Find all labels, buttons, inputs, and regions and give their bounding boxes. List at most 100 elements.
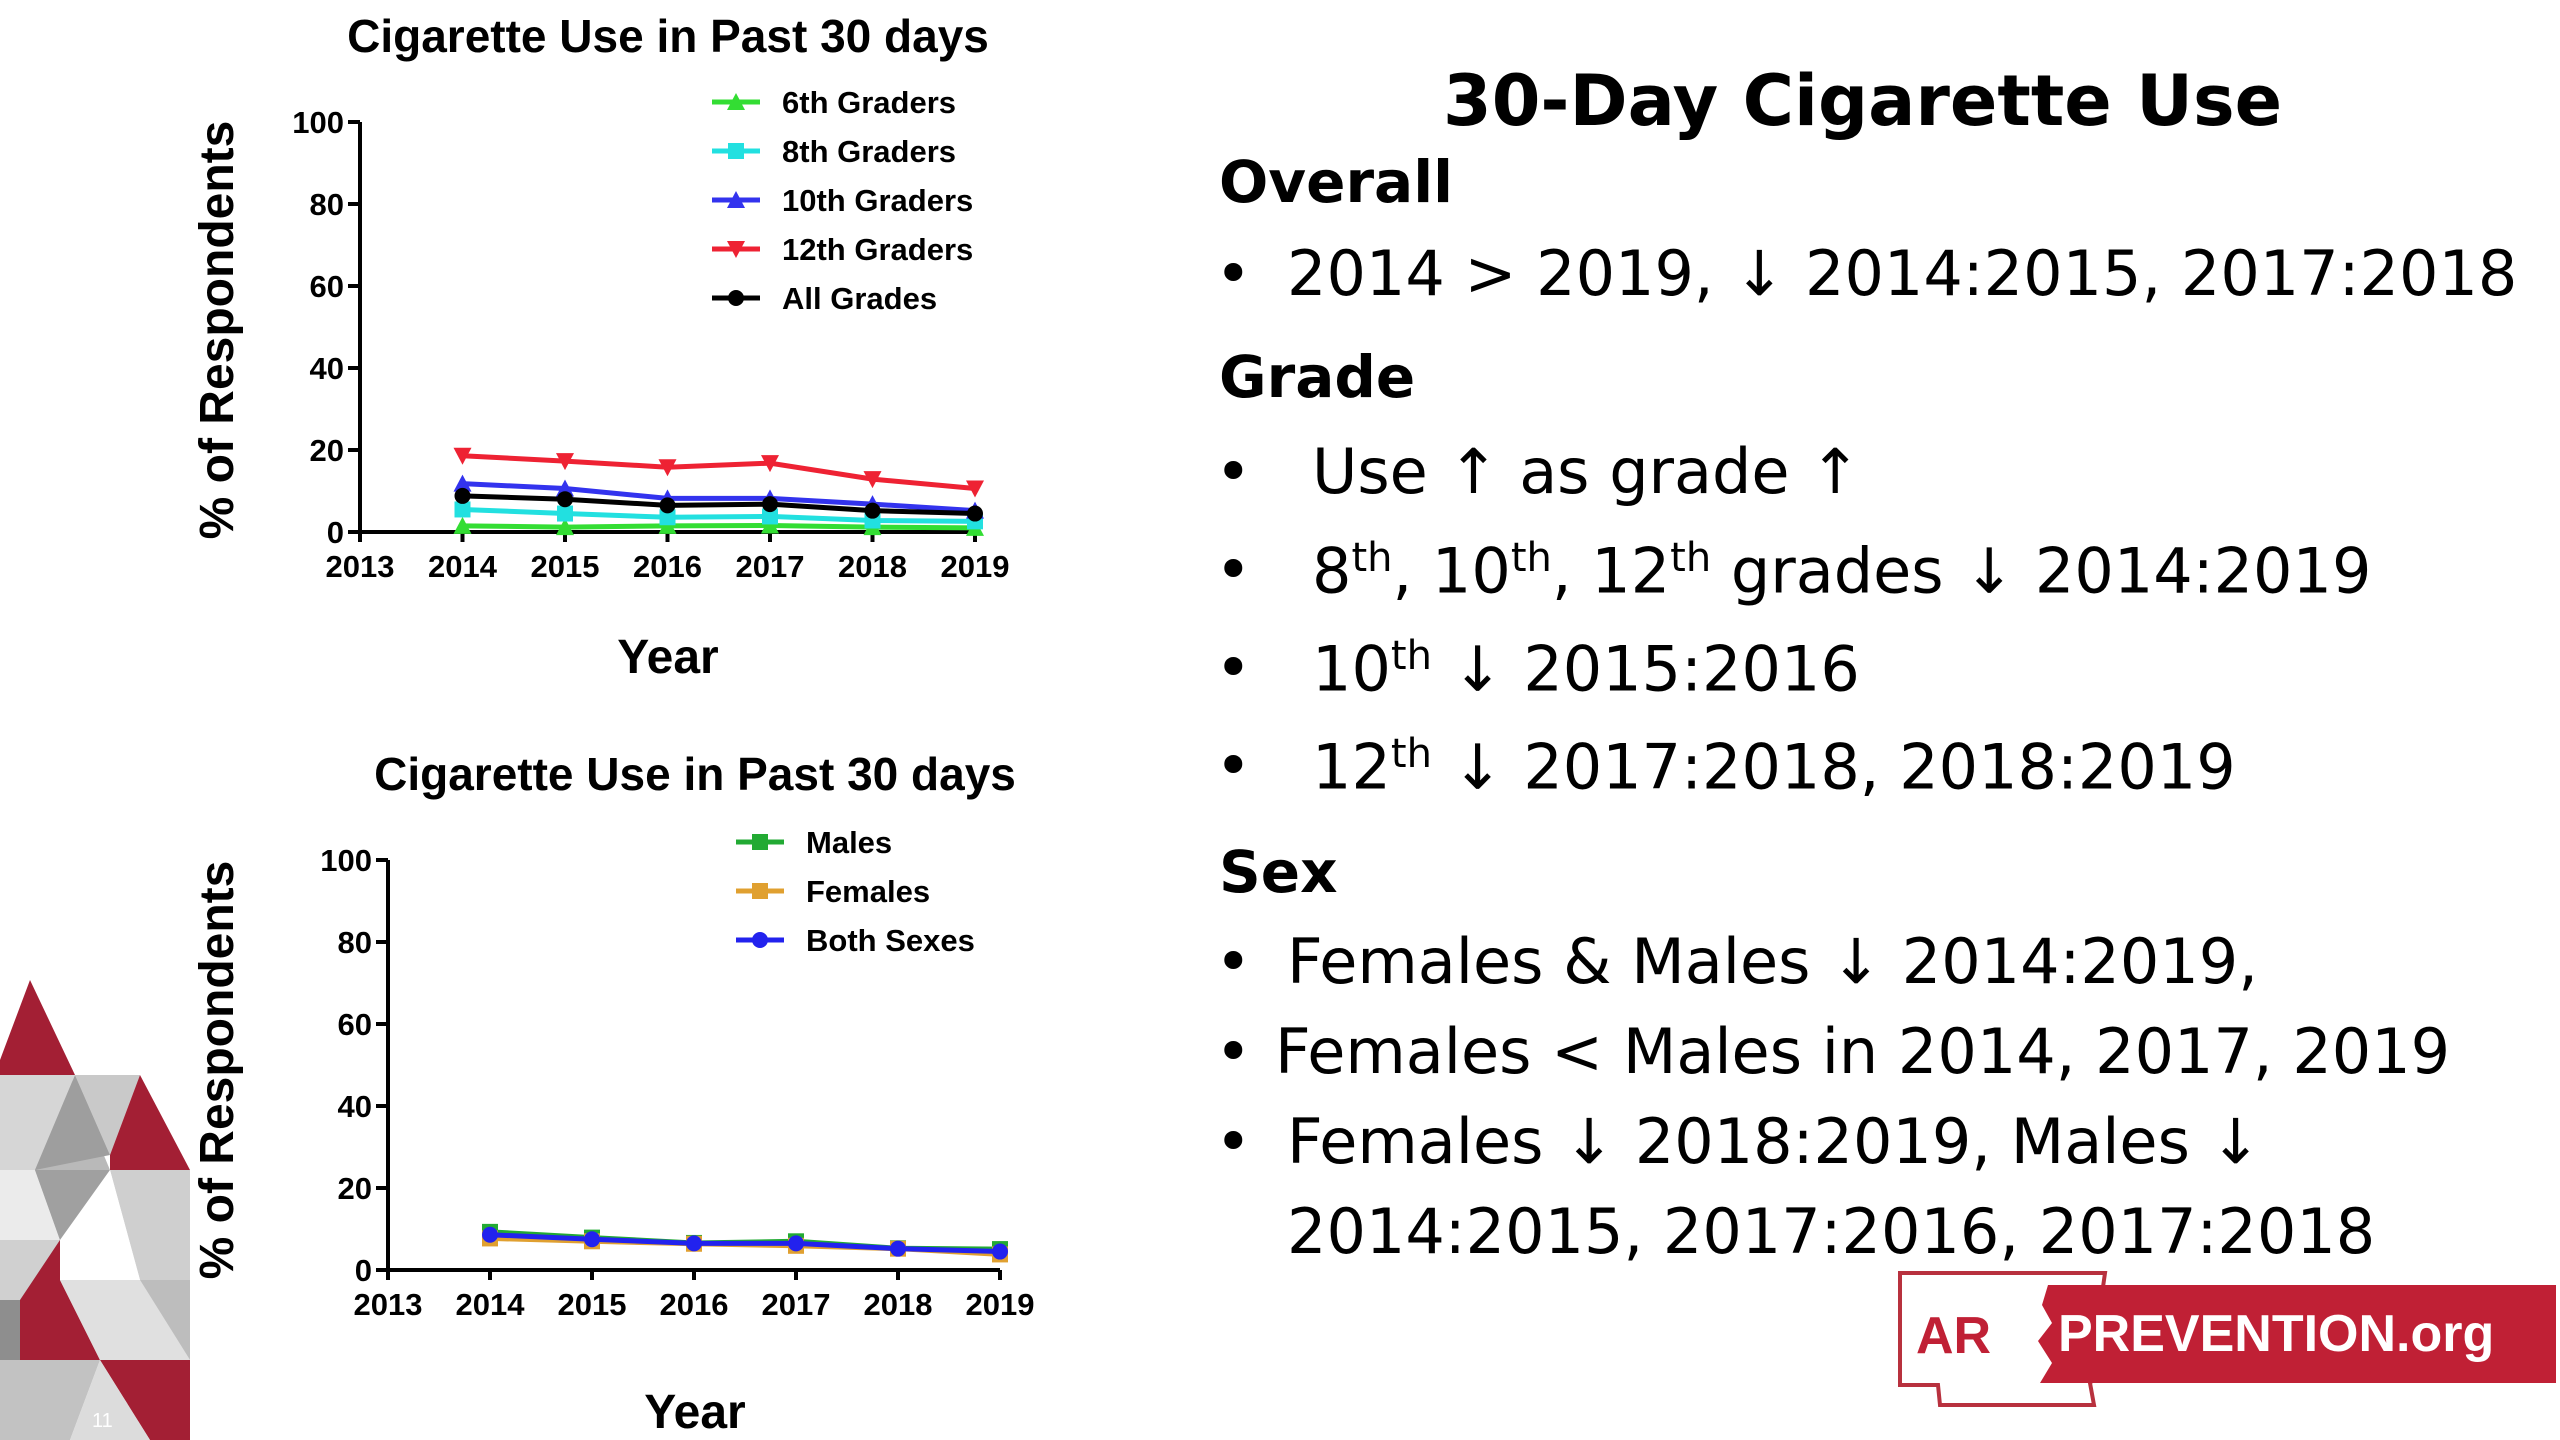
grade-cigarette-chart: Cigarette Use in Past 30 days % of Respo… [191, 10, 1009, 684]
sex-cigarette-chart: Cigarette Use in Past 30 days % of Respo… [191, 748, 1034, 1439]
data-point [966, 480, 984, 498]
data-point [762, 496, 778, 513]
x-tick-label: 2019 [941, 549, 1010, 584]
x-tick-label: 2015 [558, 1287, 627, 1322]
chart-title: Cigarette Use in Past 30 days [374, 748, 1016, 800]
ar-prevention-logo: AR PREVENTION.org [1898, 1271, 2556, 1407]
data-point [453, 516, 472, 534]
legend-marker [752, 883, 768, 899]
legend-label: 10th Graders [782, 183, 973, 218]
logo-text-prevention: PREVENTION.org [2058, 1305, 2494, 1363]
data-point [453, 474, 472, 492]
plot-area [482, 1223, 1008, 1263]
legend-marker [728, 143, 744, 159]
x-axis-label: Year [644, 1386, 745, 1439]
y-tick-label: 100 [320, 843, 372, 878]
x-tick-label: 2015 [531, 549, 600, 584]
y-tick-label: 40 [338, 1089, 372, 1124]
data-point [584, 1231, 600, 1248]
series-line [489, 1232, 1001, 1255]
y-tick-label: 80 [338, 925, 372, 960]
data-point [658, 459, 677, 477]
chart-title: Cigarette Use in Past 30 days [347, 10, 989, 62]
legend-label: All Grades [782, 281, 937, 316]
data-point [556, 479, 574, 497]
x-axis-label: Year [617, 631, 718, 684]
y-tick-label: 20 [310, 433, 344, 468]
y-tick-label: 60 [338, 1007, 372, 1042]
data-point [686, 1235, 702, 1252]
x-tick-label: 2017 [736, 549, 805, 584]
x-tick-label: 2016 [660, 1287, 729, 1322]
data-point [454, 501, 471, 518]
legend-marker [728, 290, 744, 306]
y-tick-label: 40 [310, 351, 344, 386]
chart-legend: Males Females Both Sexes [736, 825, 975, 958]
section-heading-overall: Overall [1219, 148, 1453, 216]
data-point [659, 509, 676, 526]
series-line [462, 493, 976, 517]
data-point [761, 455, 779, 473]
data-point [761, 516, 779, 534]
series-line [462, 522, 976, 531]
section-heading-sex: Sex [1219, 838, 1338, 906]
data-point [557, 491, 573, 508]
series-line [462, 481, 976, 514]
legend-marker [727, 93, 745, 110]
legend-label: Males [806, 825, 892, 860]
data-point [890, 1240, 906, 1257]
legend-label: 8th Graders [782, 134, 956, 169]
data-point [453, 447, 472, 465]
x-tick-label: 2019 [966, 1287, 1035, 1322]
logo-text-ar: AR [1916, 1307, 1991, 1365]
x-tick-label: 2018 [864, 1287, 933, 1322]
x-tick-label: 2014 [428, 549, 498, 584]
legend-marker [752, 834, 768, 850]
slide-title: 30-Day Cigarette Use [1443, 60, 2283, 142]
x-tick-label: 2018 [838, 549, 907, 584]
series-line [462, 506, 976, 524]
legend-marker [727, 191, 745, 208]
x-tick-label: 2016 [633, 549, 702, 584]
data-point [788, 1235, 804, 1252]
decorative-triangles [0, 980, 190, 1440]
legend-label: Both Sexes [806, 923, 975, 958]
x-tick-label: 2014 [456, 1287, 526, 1322]
data-point [556, 518, 574, 536]
data-point [658, 516, 677, 534]
logo-banner [2038, 1285, 2556, 1383]
legend-label: Females [806, 874, 930, 909]
chart-axes: 0 20 40 60 80 100 2013 2014 2015 2016 2017 2018 2019 [320, 843, 1034, 1322]
chart-axes: 0 20 40 60 80 100 2013 2014 2015 2016 2017 2018 2019 [292, 105, 1009, 584]
section-heading-grade: Grade [1219, 343, 1416, 411]
legend-label: 6th Graders [782, 85, 956, 120]
y-tick-label: 80 [310, 187, 344, 222]
x-tick-label: 2013 [354, 1287, 423, 1322]
legend-marker [727, 241, 745, 258]
page-number: 11 [92, 1410, 113, 1432]
legend-label: 12th Graders [782, 232, 973, 267]
data-point [454, 487, 471, 504]
y-tick-label: 100 [292, 105, 344, 140]
y-axis-label: % of Respondents [191, 861, 244, 1280]
y-axis-label: % of Respondents [191, 121, 244, 540]
chart-legend: 6th Graders 8th Graders 10th Graders 12th G… [712, 85, 973, 316]
y-tick-label: 0 [355, 1253, 372, 1288]
y-tick-label: 60 [310, 269, 344, 304]
legend-marker [752, 932, 768, 948]
data-point [864, 502, 881, 519]
data-point [967, 505, 983, 522]
x-tick-label: 2013 [326, 549, 395, 584]
data-point [556, 453, 574, 471]
y-tick-label: 20 [338, 1171, 372, 1206]
data-point [659, 497, 676, 514]
y-tick-label: 0 [327, 515, 344, 550]
x-tick-label: 2017 [762, 1287, 831, 1322]
plot-area [453, 447, 984, 536]
data-point [863, 471, 882, 489]
data-point [557, 505, 573, 522]
data-point [762, 508, 778, 525]
data-point [482, 1226, 498, 1243]
data-point [992, 1243, 1008, 1260]
series-line [462, 453, 976, 492]
